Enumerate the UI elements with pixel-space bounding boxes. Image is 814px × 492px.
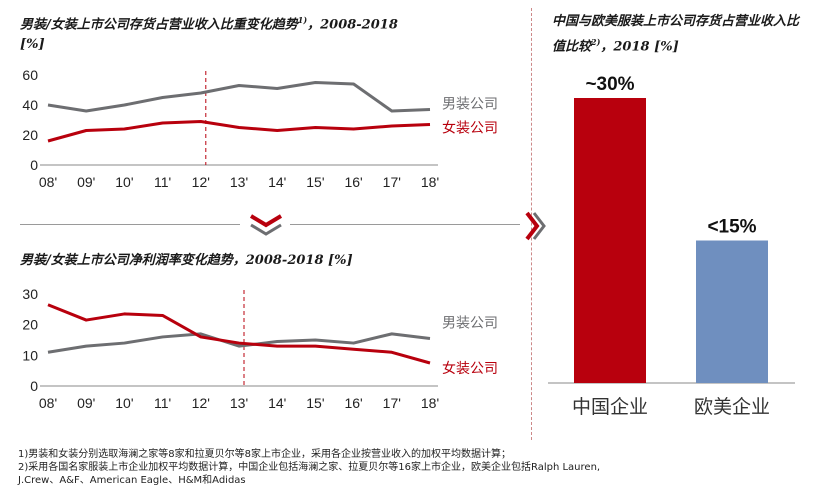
chart1-title: 男装/女装上市公司存货占营业收入比重变化趋势1)，2008-2018 [%] [20, 10, 520, 55]
x-tick-label: 11' [154, 395, 171, 411]
x-tick-label: 14' [268, 395, 286, 411]
legend-label: 女装公司 [442, 360, 498, 376]
y-tick-label: 0 [30, 378, 38, 394]
panel-separator [531, 8, 532, 440]
category-label: 中国企业 [572, 396, 648, 418]
series-line-menswear [47, 81, 431, 113]
x-tick-label: 15' [306, 174, 324, 190]
x-tick-label: 13' [230, 395, 248, 411]
chart1-unit: [%] [20, 37, 45, 53]
inventory-ratio-line-chart: 0 20 40 60 08' 09' 10' 11' 12' 13' 14' 15' 16' 17' 18'… [22, 67, 498, 190]
x-tick-label: 10' [115, 174, 133, 190]
footnote-1: 1)男装和女装分别选取海澜之家等8家和拉夏贝尔等8家上市企业，采用各企业按营业收… [18, 449, 511, 460]
y-tick-label: 0 [30, 157, 38, 173]
chart2-title: 男装/女装上市公司净利润率变化趋势，2008-2018 [%] [20, 251, 520, 271]
legend-label: 男装公司 [442, 96, 498, 112]
bar-western [696, 240, 768, 383]
x-tick-label: 08' [39, 395, 57, 411]
chart3-title: 中国与欧美服装上市公司存货占营业收入比值比较2)，2018 [%] [552, 12, 802, 57]
chart1-title-tail: ，2008-2018 [307, 17, 398, 33]
x-tick-label: 18' [421, 395, 439, 411]
legend-label: 男装公司 [442, 314, 498, 330]
section-divider-right [290, 224, 520, 225]
x-tick-label: 10' [115, 395, 133, 411]
data-label: ~30% [585, 74, 634, 95]
x-tick-label: 14' [268, 174, 286, 190]
chart3-title-tail: ，2018 [%] [600, 39, 679, 55]
chart2-title-text: 男装/女装上市公司净利润率变化趋势，2008-2018 [%] [20, 253, 353, 268]
category-label: 欧美企业 [694, 396, 770, 418]
x-tick-label: 16' [344, 395, 362, 411]
section-divider [20, 224, 240, 225]
x-tick-label: 15' [306, 395, 324, 411]
chevron-right-icon [525, 211, 546, 241]
x-tick-label: 17' [383, 174, 401, 190]
inventory-comparison-bar-chart: ~30% 中国企业 <15% 欧美企业 [548, 74, 795, 418]
x-tick-label: 12' [192, 174, 210, 190]
x-tick-label: 16' [344, 174, 362, 190]
footnotes: 1)男装和女装分别选取海澜之家等8家和拉夏贝尔等8家上市企业，采用各企业按营业收… [18, 448, 600, 487]
y-tick-label: 20 [22, 317, 38, 333]
x-tick-label: 13' [230, 174, 248, 190]
x-tick-label: 11' [154, 174, 171, 190]
footnote-3: J.Crew、A&F、American Eagle、H&M和Adidas [18, 475, 246, 486]
x-tick-label: 12' [192, 395, 210, 411]
legend-label: 女装公司 [442, 120, 498, 136]
x-tick-label: 09' [77, 174, 95, 190]
y-tick-label: 40 [22, 97, 38, 113]
series-line-womenswear [47, 303, 431, 365]
x-tick-label: 18' [421, 174, 439, 190]
footnote-2: 2)采用各国名家服装上市企业加权平均数据计算，中国企业包括海澜之家、拉夏贝尔等1… [18, 462, 601, 473]
y-tick-label: 30 [22, 286, 38, 302]
chart1-title-main: 男装/女装上市公司存货占营业收入比重变化趋势 [20, 17, 298, 33]
chevron-down-icon [249, 214, 283, 236]
chart3-title-main: 中国与欧美服装上市公司存货占营业收入比值比较 [552, 14, 800, 55]
data-label: <15% [707, 217, 756, 238]
x-tick-label: 08' [39, 174, 57, 190]
bar-china [574, 98, 646, 383]
y-tick-label: 20 [22, 127, 38, 143]
y-tick-label: 10 [22, 347, 38, 363]
net-margin-line-chart: 0 10 20 30 08' 09' 10' 11' 12' 13' 14' 15' 16' 17' 18'… [22, 286, 498, 411]
series-line-menswear [47, 332, 431, 354]
x-tick-label: 09' [77, 395, 95, 411]
chart3-title-sup: 2) [591, 37, 601, 47]
y-tick-label: 60 [22, 67, 38, 83]
series-line-womenswear [47, 120, 431, 143]
x-tick-label: 17' [383, 395, 401, 411]
chart1-title-sup: 1) [297, 15, 308, 25]
